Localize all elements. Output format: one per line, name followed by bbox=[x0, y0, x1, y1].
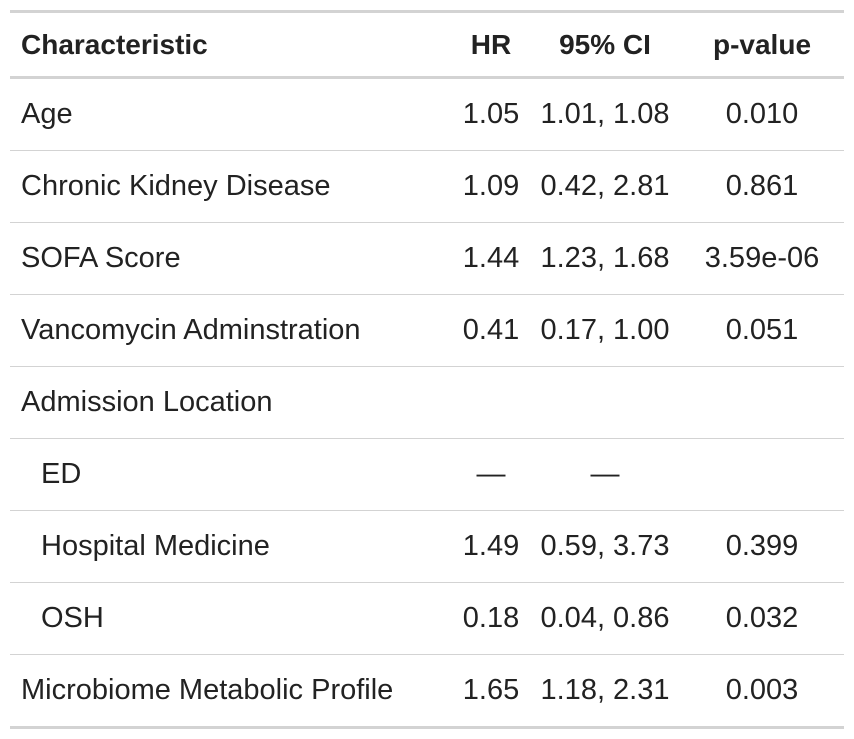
row-label: SOFA Score bbox=[21, 242, 181, 274]
row-p-value: 0.003 bbox=[725, 674, 799, 706]
row-label: ED bbox=[41, 458, 82, 490]
row-label: Chronic Kidney Disease bbox=[21, 170, 331, 202]
row-label: Age bbox=[21, 98, 73, 130]
row-ci: 1.01, 1.08 bbox=[540, 98, 670, 130]
table-row: Chronic Kidney Disease 1.09 0.42, 2.81 0… bbox=[10, 151, 844, 223]
table-body: Age 1.05 1.01, 1.08 0.010 Chronic Kidney… bbox=[10, 78, 844, 728]
row-p-value bbox=[680, 439, 844, 511]
row-ci: 1.18, 2.31 bbox=[540, 674, 670, 706]
row-p-value bbox=[680, 367, 844, 439]
row-hr: — bbox=[476, 458, 506, 490]
row-p-value: 0.032 bbox=[725, 602, 799, 634]
regression-table: Characteristic HR 95% CI p-value Age 1.0… bbox=[10, 10, 844, 729]
row-label: Admission Location bbox=[21, 386, 273, 418]
table-row: Vancomycin Adminstration 0.41 0.17, 1.00… bbox=[10, 295, 844, 367]
regression-table-container: Characteristic HR 95% CI p-value Age 1.0… bbox=[10, 10, 844, 729]
row-p-value: 3.59e-06 bbox=[704, 242, 820, 274]
row-p-value: 0.051 bbox=[725, 314, 799, 346]
row-p-value: 0.861 bbox=[725, 170, 799, 202]
table-row: Microbiome Metabolic Profile 1.65 1.18, … bbox=[10, 655, 844, 728]
row-hr: 1.05 bbox=[462, 98, 520, 130]
header-row: Characteristic HR 95% CI p-value bbox=[10, 11, 844, 78]
row-label: Vancomycin Adminstration bbox=[21, 314, 361, 346]
header-p-value: p-value bbox=[712, 28, 812, 60]
table-row-group-heading: Admission Location bbox=[10, 367, 844, 439]
row-hr: 1.09 bbox=[462, 170, 520, 202]
row-label: Hospital Medicine bbox=[41, 530, 270, 562]
table-header: Characteristic HR 95% CI p-value bbox=[10, 11, 844, 78]
row-ci: — bbox=[590, 458, 620, 490]
row-hr: 0.18 bbox=[462, 602, 520, 634]
row-hr: 1.49 bbox=[462, 530, 520, 562]
row-ci: 0.59, 3.73 bbox=[540, 530, 670, 562]
row-ci: 1.23, 1.68 bbox=[540, 242, 670, 274]
row-hr: 1.65 bbox=[462, 674, 520, 706]
row-label: OSH bbox=[41, 602, 104, 634]
row-hr bbox=[452, 367, 530, 439]
row-hr: 1.44 bbox=[462, 242, 520, 274]
row-label: Microbiome Metabolic Profile bbox=[21, 674, 394, 706]
header-ci: 95% CI bbox=[559, 28, 651, 60]
table-row: Hospital Medicine 1.49 0.59, 3.73 0.399 bbox=[10, 511, 844, 583]
row-p-value: 0.010 bbox=[725, 98, 799, 130]
row-ci: 0.17, 1.00 bbox=[540, 314, 670, 346]
row-ci bbox=[530, 367, 680, 439]
row-hr: 0.41 bbox=[462, 314, 520, 346]
table-row: Age 1.05 1.01, 1.08 0.010 bbox=[10, 78, 844, 151]
row-p-value: 0.399 bbox=[725, 530, 799, 562]
table-row: ED — — bbox=[10, 439, 844, 511]
table-row: SOFA Score 1.44 1.23, 1.68 3.59e-06 bbox=[10, 223, 844, 295]
row-ci: 0.04, 0.86 bbox=[540, 602, 670, 634]
row-ci: 0.42, 2.81 bbox=[540, 170, 670, 202]
header-characteristic: Characteristic bbox=[21, 28, 208, 60]
header-hr: HR bbox=[470, 28, 512, 60]
table-row: OSH 0.18 0.04, 0.86 0.032 bbox=[10, 583, 844, 655]
